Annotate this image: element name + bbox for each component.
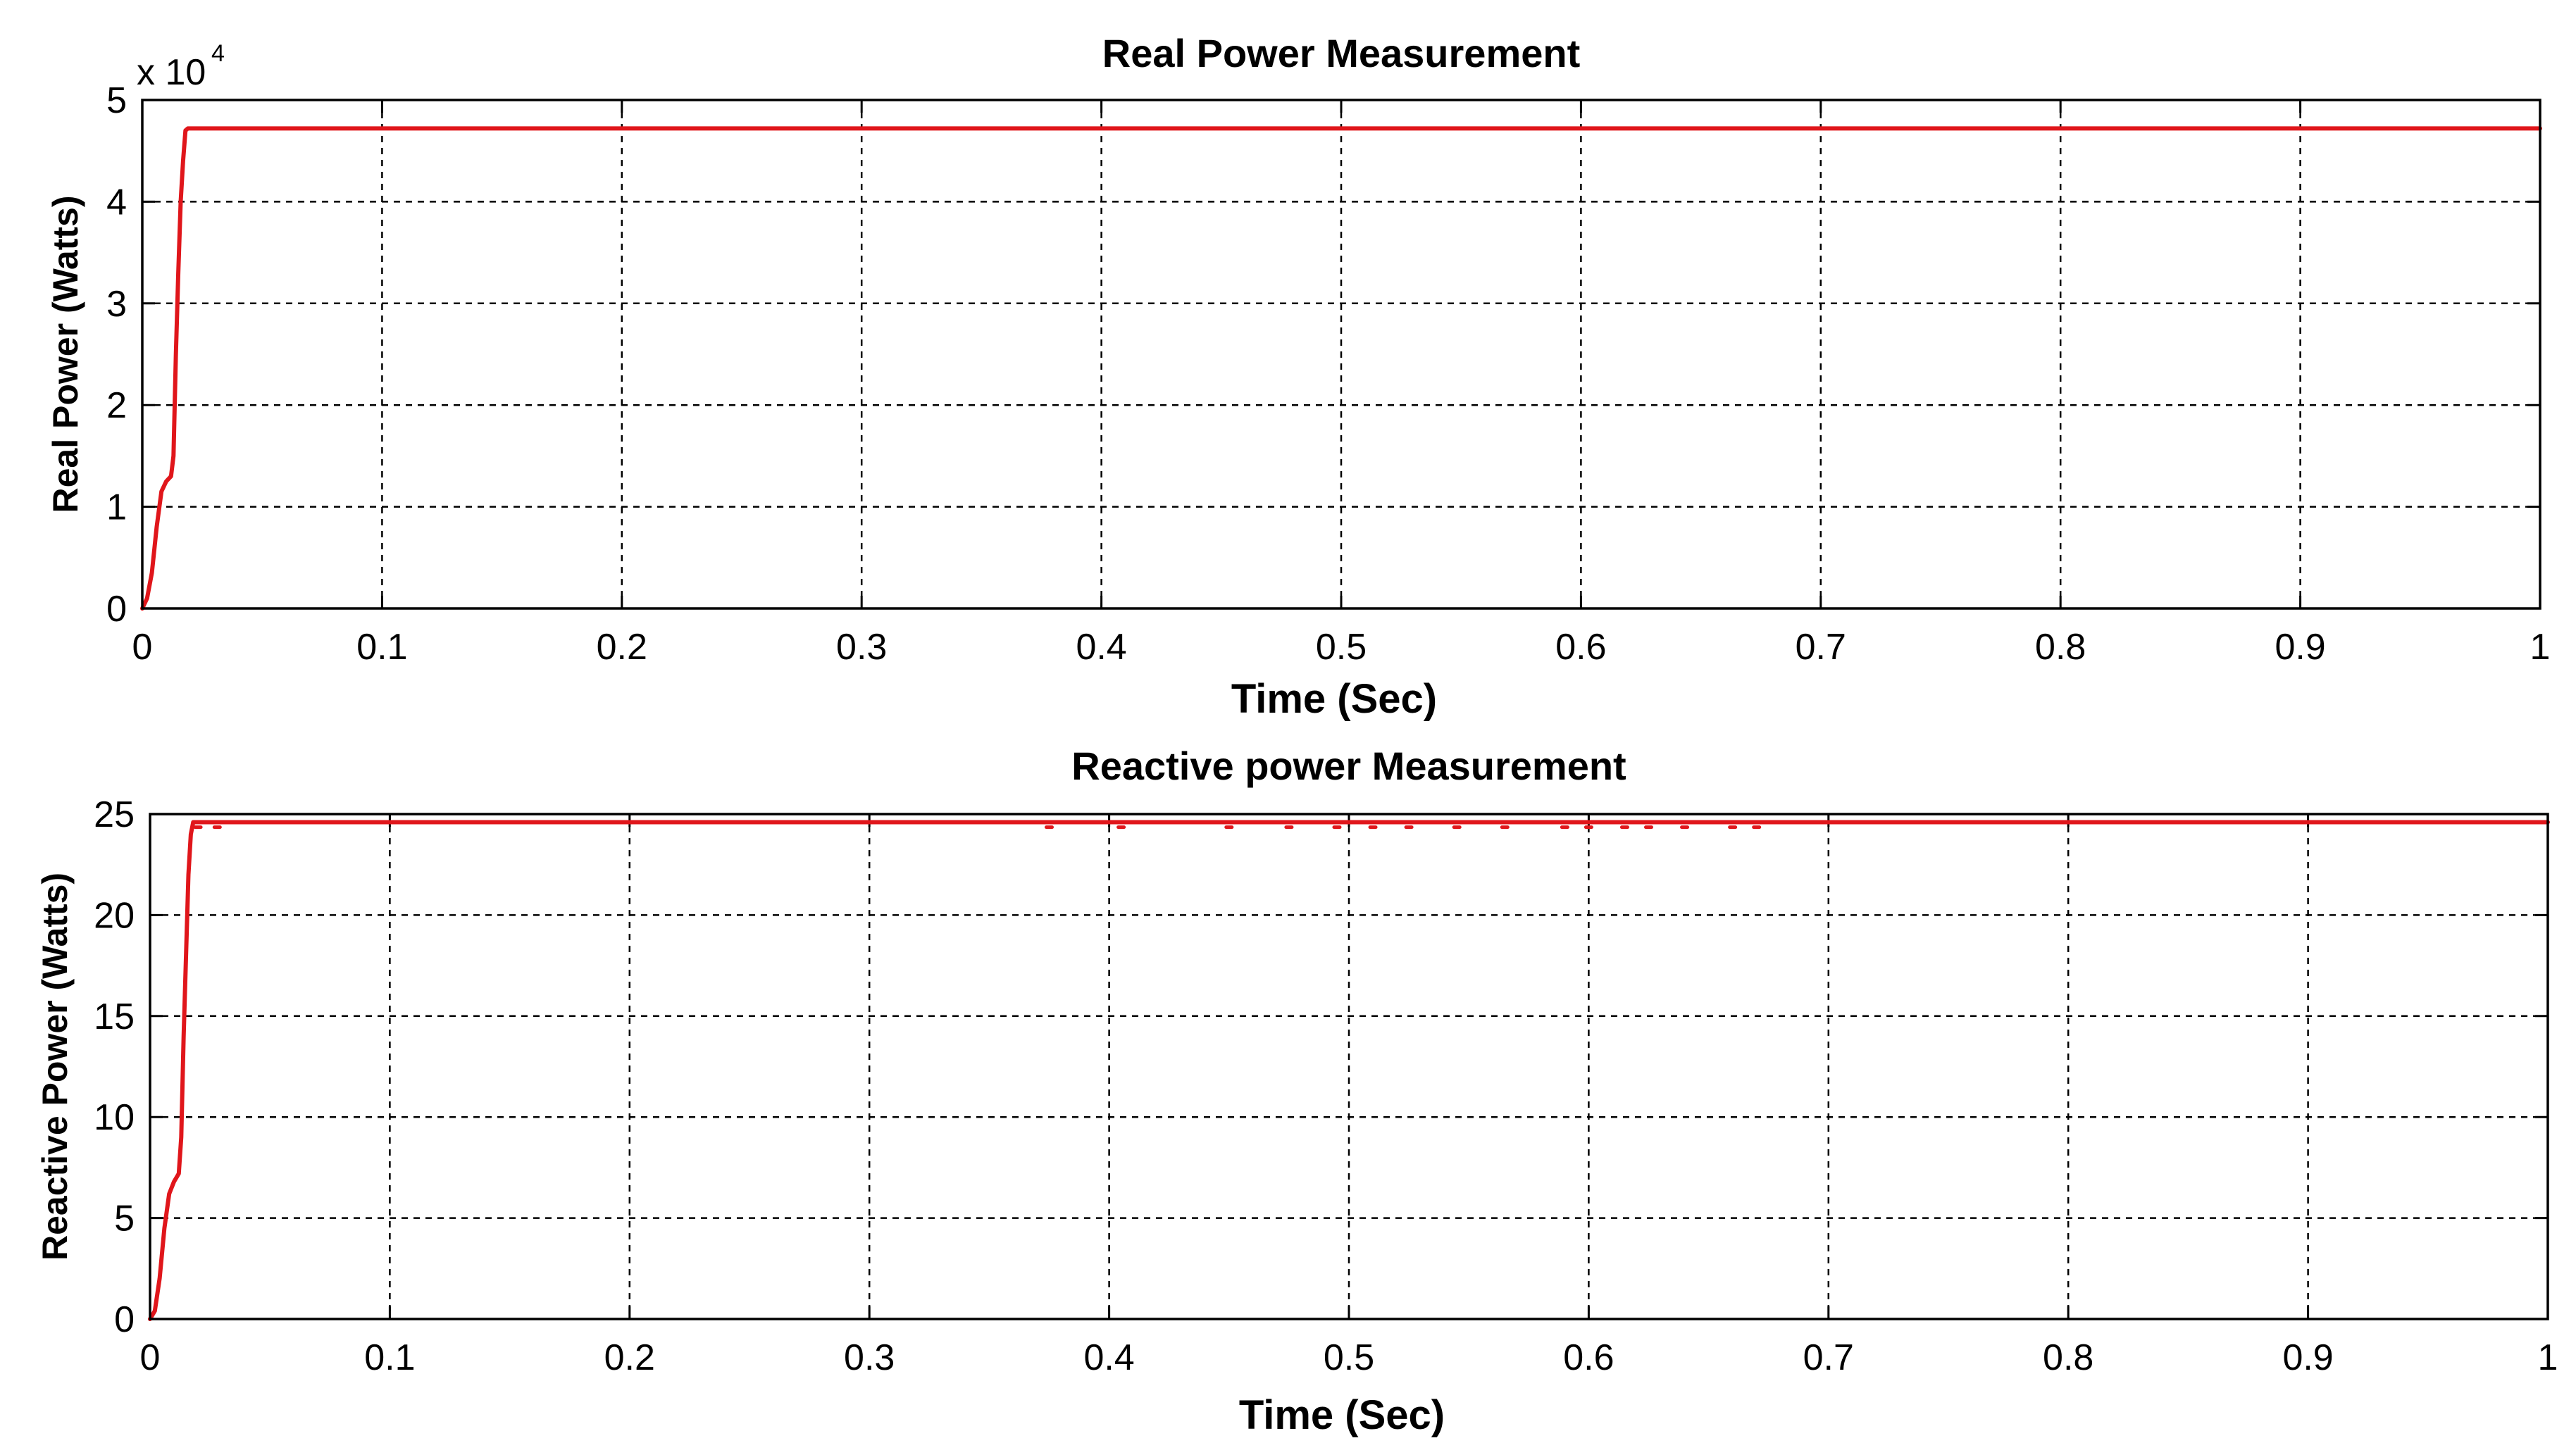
y-tick-label: 20: [94, 895, 135, 936]
x-tick-label: 0.5: [1324, 1337, 1374, 1378]
x-tick-label: 0.6: [1555, 627, 1606, 668]
plot-frame: [141, 99, 2541, 610]
x-tick-label: 0.4: [1076, 627, 1126, 668]
series-line: [140, 126, 2542, 611]
x-tick-label: 0.9: [2275, 627, 2325, 668]
x-tick-label: 0.9: [2282, 1337, 2333, 1378]
y-tick-label: 5: [114, 1199, 135, 1239]
y-axis-label: Reactive Power (Watts): [35, 873, 75, 1261]
chart-title: Real Power Measurement: [1102, 31, 1580, 75]
x-tick-label: 0.8: [2043, 1337, 2093, 1378]
y-axis-label: Real Power (Watts): [46, 195, 85, 513]
x-axis-label: Time (Sec): [1231, 676, 1437, 722]
y-multiplier-base: x 10: [137, 52, 206, 93]
y-tick-label: 1: [106, 487, 127, 528]
y-tick-label: 4: [106, 182, 127, 223]
x-tick-label: 0.3: [844, 1337, 895, 1378]
x-tick-label: 0: [132, 627, 153, 668]
y-tick-label: 0: [114, 1299, 135, 1340]
x-tick-label: 0.1: [356, 627, 407, 668]
y-tick-label: 25: [94, 794, 135, 835]
x-tick-label: 0.4: [1083, 1337, 1134, 1378]
x-tick-label: 0.1: [364, 1337, 415, 1378]
y-tick-label: 15: [94, 996, 135, 1037]
x-tick-label: 0.5: [1316, 627, 1367, 668]
y-multiplier-exponent: 4: [211, 40, 225, 67]
y-tick-label: 0: [106, 589, 127, 630]
x-tick-label: 1: [2530, 627, 2551, 668]
plot-frame: [149, 813, 2549, 1320]
chart-title: Reactive power Measurement: [1071, 744, 1626, 788]
y-tick-label: 5: [106, 80, 127, 121]
x-tick-label: 0.7: [1803, 1337, 1854, 1378]
y-tick-label: 10: [94, 1097, 135, 1138]
y-tick-label: 3: [106, 284, 127, 325]
x-tick-label: 0.7: [1796, 627, 1846, 668]
reactive-power-chart: 0 0.1 0.2 0.3 0.4 0.5 0.6 0.7 0.8 0.9 10510152025R…: [35, 744, 2558, 1438]
x-tick-label: 0.6: [1563, 1337, 1614, 1378]
x-tick-label: 0.2: [604, 1337, 655, 1378]
series-line: [148, 820, 2550, 1321]
x-tick-label: 0: [140, 1337, 161, 1378]
x-tick-label: 0.3: [836, 627, 887, 668]
x-tick-label: 0.8: [2035, 627, 2086, 668]
y-tick-label: 2: [106, 385, 127, 426]
x-axis-label: Time (Sec): [1239, 1392, 1445, 1438]
x-tick-label: 0.2: [597, 627, 647, 668]
x-tick-label: 1: [2538, 1337, 2558, 1378]
